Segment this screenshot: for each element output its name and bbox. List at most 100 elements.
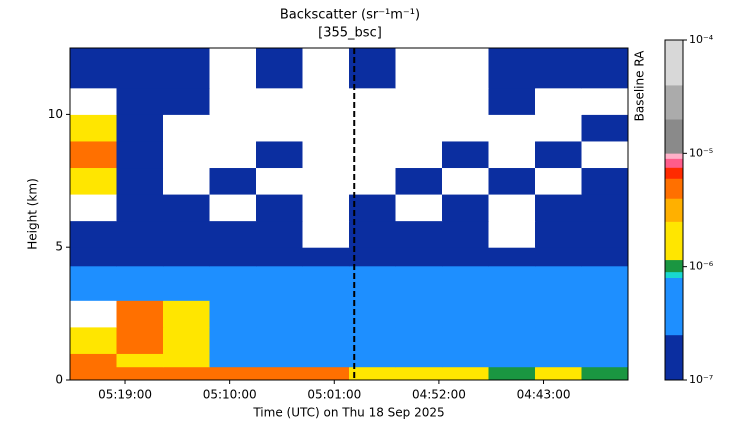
- heat-cell: [163, 353, 210, 368]
- heat-cell: [535, 220, 582, 248]
- colorbar-segment: [665, 167, 683, 179]
- plot-frame: [69, 47, 629, 381]
- heat-cell: [209, 353, 257, 368]
- heat-cell: [116, 265, 164, 301]
- heat-cell: [116, 300, 164, 328]
- x-tick-label: 05:19:00: [98, 388, 152, 402]
- heat-cell: [70, 300, 117, 328]
- heat-cell: [70, 326, 117, 354]
- heat-cell: [581, 300, 629, 328]
- heat-cell: [535, 353, 582, 368]
- y-axis-label: Height (km): [26, 178, 40, 249]
- heat-cell: [209, 220, 257, 248]
- side-label: Baseline RA: [633, 50, 647, 122]
- colorbar-segment: [665, 158, 683, 168]
- heat-cell: [395, 353, 443, 368]
- heat-cell: [488, 167, 536, 195]
- heat-cell: [349, 167, 396, 195]
- heat-cell: [349, 194, 396, 222]
- heat-cell: [349, 366, 396, 381]
- heat-cell: [488, 247, 536, 267]
- chart-title: Backscatter (sr⁻¹m⁻¹): [280, 8, 420, 23]
- colorbar-segment: [665, 85, 683, 120]
- heat-cell: [535, 300, 582, 328]
- heat-cell: [256, 114, 303, 142]
- heat-cell: [116, 48, 164, 89]
- heat-cell: [395, 114, 443, 142]
- heat-cell: [209, 300, 257, 328]
- colorbar-segment: [665, 259, 683, 273]
- x-tick-label: 05:10:00: [203, 388, 257, 402]
- heat-cell: [395, 326, 443, 354]
- heat-cell: [163, 247, 210, 267]
- colorbar-segment: [665, 198, 683, 222]
- heat-cell: [256, 326, 303, 354]
- heat-cell: [349, 87, 396, 115]
- heat-cell: [581, 167, 629, 195]
- heat-cell: [442, 265, 489, 301]
- heat-cell: [581, 87, 629, 115]
- heat-cell: [163, 140, 210, 169]
- heat-cell: [116, 326, 164, 354]
- heat-cell: [442, 353, 489, 368]
- heat-cell: [442, 87, 489, 115]
- heat-cell: [116, 87, 164, 115]
- heat-cell: [395, 194, 443, 222]
- heat-cell: [581, 194, 629, 222]
- colorbar-frame: [664, 39, 684, 381]
- heat-cell: [302, 353, 350, 368]
- heat-cell: [349, 265, 396, 301]
- heat-cell: [209, 114, 257, 142]
- colorbar-segment: [665, 153, 683, 159]
- heat-cell: [349, 300, 396, 328]
- heat-cell: [302, 220, 350, 248]
- heat-cell: [535, 194, 582, 222]
- heat-cell: [442, 114, 489, 142]
- heat-cell: [209, 140, 257, 169]
- heat-cell: [349, 140, 396, 169]
- heat-cell: [442, 326, 489, 354]
- heat-cell: [395, 48, 443, 89]
- heat-cell: [209, 265, 257, 301]
- heat-cell: [581, 114, 629, 142]
- heat-cell: [302, 194, 350, 222]
- heat-cell: [209, 366, 257, 381]
- heat-cell: [116, 140, 164, 169]
- heat-cell: [395, 247, 443, 267]
- heat-cell: [116, 220, 164, 248]
- heat-cell: [581, 247, 629, 267]
- heat-cell: [256, 300, 303, 328]
- heat-cell: [395, 265, 443, 301]
- heat-cell: [70, 87, 117, 115]
- heat-cell: [302, 48, 350, 89]
- heat-cell: [442, 366, 489, 381]
- heat-cell: [395, 220, 443, 248]
- heat-cell: [488, 48, 536, 89]
- heat-cell: [488, 326, 536, 354]
- colorbar-segment: [665, 119, 683, 154]
- heat-cell: [302, 247, 350, 267]
- x-axis-label: Time (UTC) on Thu 18 Sep 2025: [252, 406, 444, 420]
- heat-cell: [70, 114, 117, 142]
- heat-cell: [535, 326, 582, 354]
- heat-cell: [163, 366, 210, 381]
- heat-cell: [70, 167, 117, 195]
- heat-cell: [302, 300, 350, 328]
- heat-cell: [442, 140, 489, 169]
- colorbar-tick-label: 10⁻⁵: [689, 146, 713, 159]
- heat-cell: [535, 140, 582, 169]
- heat-cell: [70, 220, 117, 248]
- heat-cell: [395, 366, 443, 381]
- heat-cell: [70, 265, 117, 301]
- colorbar-segment: [665, 277, 683, 336]
- heat-cell: [302, 140, 350, 169]
- heat-cell: [302, 265, 350, 301]
- heat-cell: [488, 366, 536, 381]
- heat-cell: [581, 366, 629, 381]
- heat-cell: [488, 194, 536, 222]
- colorbar-segment: [665, 178, 683, 199]
- colorbar-segment: [665, 271, 683, 278]
- heat-cell: [442, 48, 489, 89]
- heat-cell: [70, 48, 117, 89]
